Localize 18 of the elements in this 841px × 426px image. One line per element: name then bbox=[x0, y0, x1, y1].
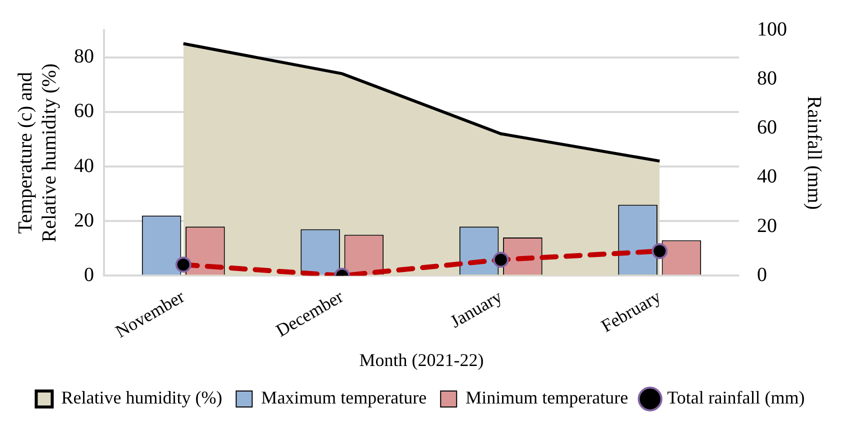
y-tick-label: 40 bbox=[74, 154, 94, 177]
legend-label: Relative humidity (%) bbox=[61, 388, 222, 408]
y2-tick-label: 60 bbox=[757, 116, 777, 139]
x-axis-title: Month (2021-22) bbox=[359, 350, 484, 370]
legend-label: Total rainfall (mm) bbox=[667, 388, 805, 408]
y-tick-label: 80 bbox=[74, 46, 94, 68]
y-axis-title: Temperature (c) and Relative humidity (%) bbox=[14, 63, 60, 242]
y-tick-label: 60 bbox=[74, 100, 94, 122]
y2-tick-label: 100 bbox=[757, 18, 787, 40]
y2-tick-label: 40 bbox=[757, 166, 777, 188]
y2-tick-label: 20 bbox=[757, 214, 777, 237]
legend-label: Minimum temperature bbox=[466, 388, 628, 408]
y-tick-label: 0 bbox=[84, 264, 94, 286]
y2-tick-label: 0 bbox=[757, 264, 767, 286]
y-tick-label: 20 bbox=[74, 209, 94, 232]
y2-axis-title: Rainfall (mm) bbox=[802, 96, 825, 210]
legend-label: Maximum temperature bbox=[261, 388, 427, 408]
y2-tick-label: 80 bbox=[757, 67, 777, 90]
